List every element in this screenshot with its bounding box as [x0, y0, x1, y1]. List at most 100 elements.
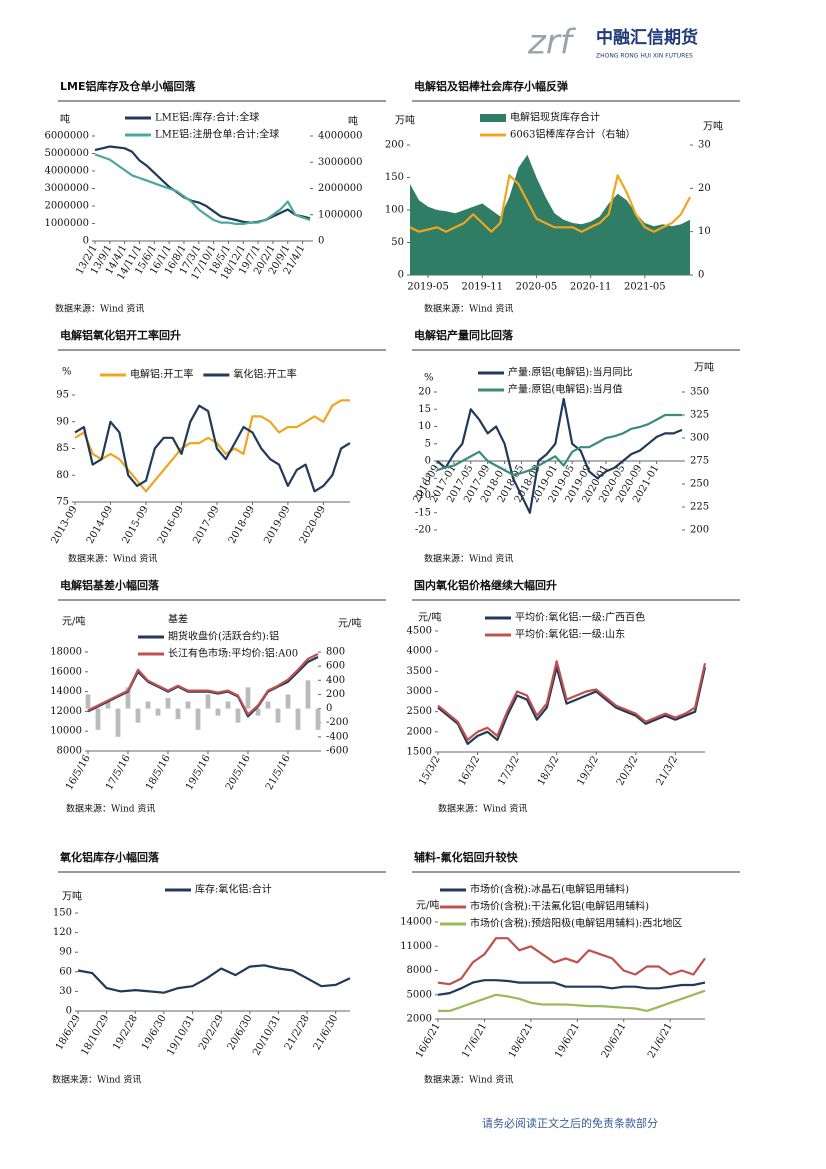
- basis-bar: [165, 697, 171, 709]
- chart-title: 国内氧化铝价格继续大幅回升: [414, 578, 557, 592]
- basis-bar: [105, 701, 111, 709]
- chart-title: 氧化铝库存小幅回落: [59, 850, 160, 864]
- legend-label: 市场价(含税):冰晶石(电解铝用辅料): [470, 883, 629, 896]
- y2-tick-label: 250: [690, 479, 709, 490]
- y-tick-label: 0: [398, 270, 404, 281]
- y2-tick-label: 1000000: [318, 209, 363, 220]
- source: 数据来源：Wind 资讯: [55, 303, 144, 315]
- basis-bar: [275, 708, 281, 723]
- y2-tick-label: 2000000: [318, 183, 363, 194]
- legend-label: 平均价:氧化铝:一级:山东: [515, 628, 625, 641]
- x-tick-label: 17/6/21: [460, 1021, 489, 1060]
- source: 数据来源：Wind 资讯: [66, 803, 155, 815]
- y-tick-label: 2000000: [44, 201, 89, 212]
- legend-label: LME铝:注册仓单:合计:全球: [155, 128, 279, 141]
- x-tick-label: 20/5/16: [224, 753, 253, 792]
- legend-label: 6063铝棒库存合计（右轴）: [510, 128, 635, 141]
- chart-title: 电解铝氧化铝开工率回升: [60, 328, 181, 342]
- x-tick-label: 19/6/21: [553, 1021, 582, 1060]
- y-axis-label: 万吨: [395, 114, 415, 127]
- y2-tick-label: 325: [690, 410, 709, 421]
- y-tick-label: 95: [56, 390, 69, 401]
- x-tick-label: 21/6/30: [312, 1013, 341, 1052]
- x-tick-label: 2020-09: [298, 504, 328, 545]
- y-tick-label: 10000: [50, 726, 82, 737]
- y-tick-label: 5000: [407, 989, 432, 1000]
- y-tick-label: 3000000: [44, 183, 89, 194]
- y-tick-label: 85: [56, 443, 69, 454]
- basis-bar: [255, 708, 261, 716]
- x-tick-label: 20/3/2: [615, 754, 641, 787]
- x-tick-label: 21/2/28: [283, 1013, 312, 1052]
- line: [436, 397, 683, 514]
- y-tick-label: 1000000: [44, 218, 89, 229]
- legend-label: 产量:原铝(电解铝):当月值: [508, 383, 623, 396]
- y2-tick-label: 275: [690, 456, 709, 467]
- line: [437, 660, 707, 741]
- y2-tick-label: 20: [698, 183, 711, 194]
- line: [87, 656, 319, 718]
- basis-bar: [145, 701, 151, 709]
- source: 数据来源：Wind 资讯: [68, 553, 157, 565]
- y-tick-label: 3500: [407, 666, 432, 677]
- y-tick-label: 5: [425, 438, 431, 449]
- chart-title: LME铝库存及仓单小幅回落: [60, 79, 196, 93]
- legend-swatch: [480, 114, 506, 122]
- y-tick-label: 150: [385, 172, 404, 183]
- line: [437, 666, 707, 745]
- legend-label: 电解铝:开工率: [130, 368, 193, 381]
- x-tick-label: 17/5/16: [104, 753, 133, 792]
- legend-label: 期货收盘价(活跃合约):铝: [168, 630, 279, 643]
- y2-tick-label: 225: [690, 502, 709, 513]
- x-tick-label: 17/3/2: [496, 754, 522, 787]
- y-tick-label: 100: [385, 205, 404, 216]
- legend-label: 市场价(含税):预焙阳极(电解铝用辅料):西北地区: [470, 917, 682, 930]
- source: 数据来源：Wind 资讯: [424, 553, 513, 565]
- y-tick-label: 0: [66, 1006, 72, 1017]
- line: [74, 404, 351, 493]
- y2-tick-label: 3000000: [318, 157, 363, 168]
- source: 数据来源：Wind 资讯: [424, 1074, 513, 1086]
- y-tick-label: 4000: [407, 646, 432, 657]
- line: [438, 989, 706, 1012]
- x-tick-label: 19/2/28: [111, 1013, 140, 1052]
- y-tick-label: 20: [418, 387, 431, 398]
- y2-axis-label: 万吨: [694, 361, 714, 374]
- y-tick-label: 11000: [400, 941, 432, 952]
- line: [94, 145, 311, 224]
- x-tick-label: 16/5/16: [64, 753, 93, 792]
- y-tick-label: 150: [53, 908, 72, 919]
- x-tick-label: 2015-09: [120, 504, 150, 545]
- y2-tick-label: 600: [326, 661, 345, 672]
- chart-title: 电解铝基差小幅回落: [60, 578, 160, 592]
- y2-tick-label: 10: [698, 226, 711, 237]
- y-tick-label: 120: [53, 927, 72, 938]
- x-tick-label: 2018-09: [227, 504, 257, 545]
- y-tick-label: 60: [59, 966, 72, 977]
- y2-axis-label: 万吨: [703, 120, 723, 133]
- y-tick-label: 10: [418, 421, 431, 432]
- basis-bar: [185, 701, 191, 709]
- y2-axis-label: 吨: [348, 115, 358, 128]
- y-tick-label: 14000: [400, 917, 432, 928]
- basis-bar: [195, 708, 201, 730]
- x-tick-label: 18/3/2: [536, 754, 562, 787]
- y-axis-label: 元/吨: [62, 615, 85, 628]
- y-tick-label: 75: [56, 497, 69, 508]
- x-tick-label: 16/3/2: [457, 754, 483, 787]
- logo-mark: zrf: [527, 23, 577, 63]
- x-tick-label: 2016-09: [156, 504, 186, 545]
- y2-tick-label: 0: [698, 270, 704, 281]
- x-tick-label: 2019-11: [461, 282, 503, 293]
- source: 数据来源：Wind 资讯: [52, 1074, 141, 1086]
- basis-bar: [265, 701, 271, 709]
- y2-tick-label: 4000000: [318, 131, 363, 142]
- legend-label: 库存:氧化铝:合计: [195, 883, 272, 896]
- x-tick-label: 2013-09: [49, 504, 79, 545]
- x-tick-label: 18/5/16: [144, 753, 173, 792]
- legend-label: 市场价(含税):干法氟化铝(电解铝用辅料): [470, 900, 649, 913]
- basis-bar: [315, 708, 321, 730]
- y2-tick-label: 300: [690, 433, 709, 444]
- basis-bar: [175, 708, 181, 720]
